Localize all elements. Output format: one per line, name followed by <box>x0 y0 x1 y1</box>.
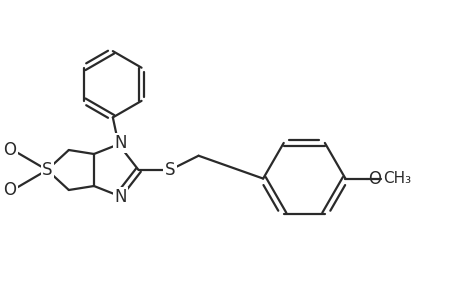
Text: O: O <box>367 169 380 188</box>
Text: O: O <box>4 181 17 199</box>
Text: N: N <box>114 188 127 206</box>
Text: S: S <box>42 161 52 179</box>
Text: CH₃: CH₃ <box>382 171 410 186</box>
Text: S: S <box>164 161 175 179</box>
Text: O: O <box>4 141 17 159</box>
Text: N: N <box>114 134 127 152</box>
